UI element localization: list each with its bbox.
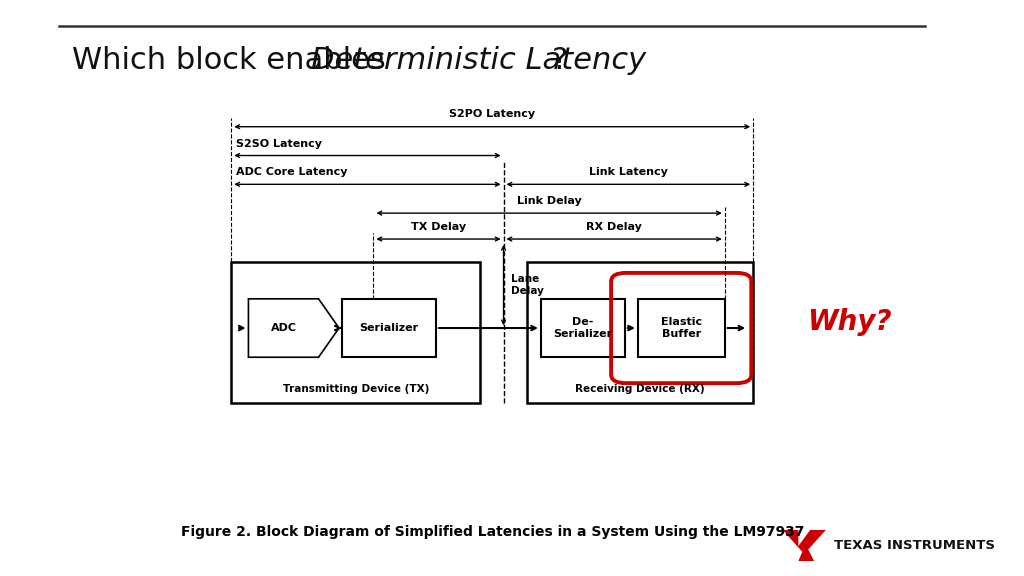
Text: De-
Serializer: De- Serializer — [553, 317, 612, 339]
Text: Lane
Delay: Lane Delay — [511, 274, 545, 296]
Bar — [638, 299, 725, 357]
Text: TEXAS INSTRUMENTS: TEXAS INSTRUMENTS — [834, 539, 994, 552]
Text: ADC Core Latency: ADC Core Latency — [237, 168, 348, 177]
Text: RX Delay: RX Delay — [586, 222, 642, 232]
Bar — [526, 262, 753, 403]
Text: ?: ? — [551, 46, 567, 75]
Text: Figure 2. Block Diagram of Simplified Latencies in a System Using the LM97937: Figure 2. Block Diagram of Simplified La… — [180, 525, 804, 539]
Text: TX Delay: TX Delay — [411, 222, 466, 232]
Text: Link Delay: Link Delay — [517, 196, 582, 206]
Text: Why?: Why? — [807, 308, 892, 336]
Text: Elastic
Buffer: Elastic Buffer — [660, 317, 701, 339]
Bar — [342, 299, 436, 357]
Bar — [231, 262, 480, 403]
Text: Transmitting Device (TX): Transmitting Device (TX) — [283, 384, 429, 394]
Text: Receiving Device (RX): Receiving Device (RX) — [575, 384, 705, 394]
Text: ADC: ADC — [271, 323, 297, 333]
Polygon shape — [249, 299, 339, 357]
Polygon shape — [782, 530, 826, 561]
Text: Deterministic Latency: Deterministic Latency — [310, 46, 646, 75]
Text: S2PO Latency: S2PO Latency — [450, 109, 536, 119]
Text: S2SO Latency: S2SO Latency — [237, 139, 323, 149]
Text: Link Latency: Link Latency — [589, 168, 668, 177]
Text: Which block enables: Which block enables — [72, 46, 395, 75]
Bar — [541, 299, 625, 357]
Text: Serializer: Serializer — [359, 323, 419, 333]
